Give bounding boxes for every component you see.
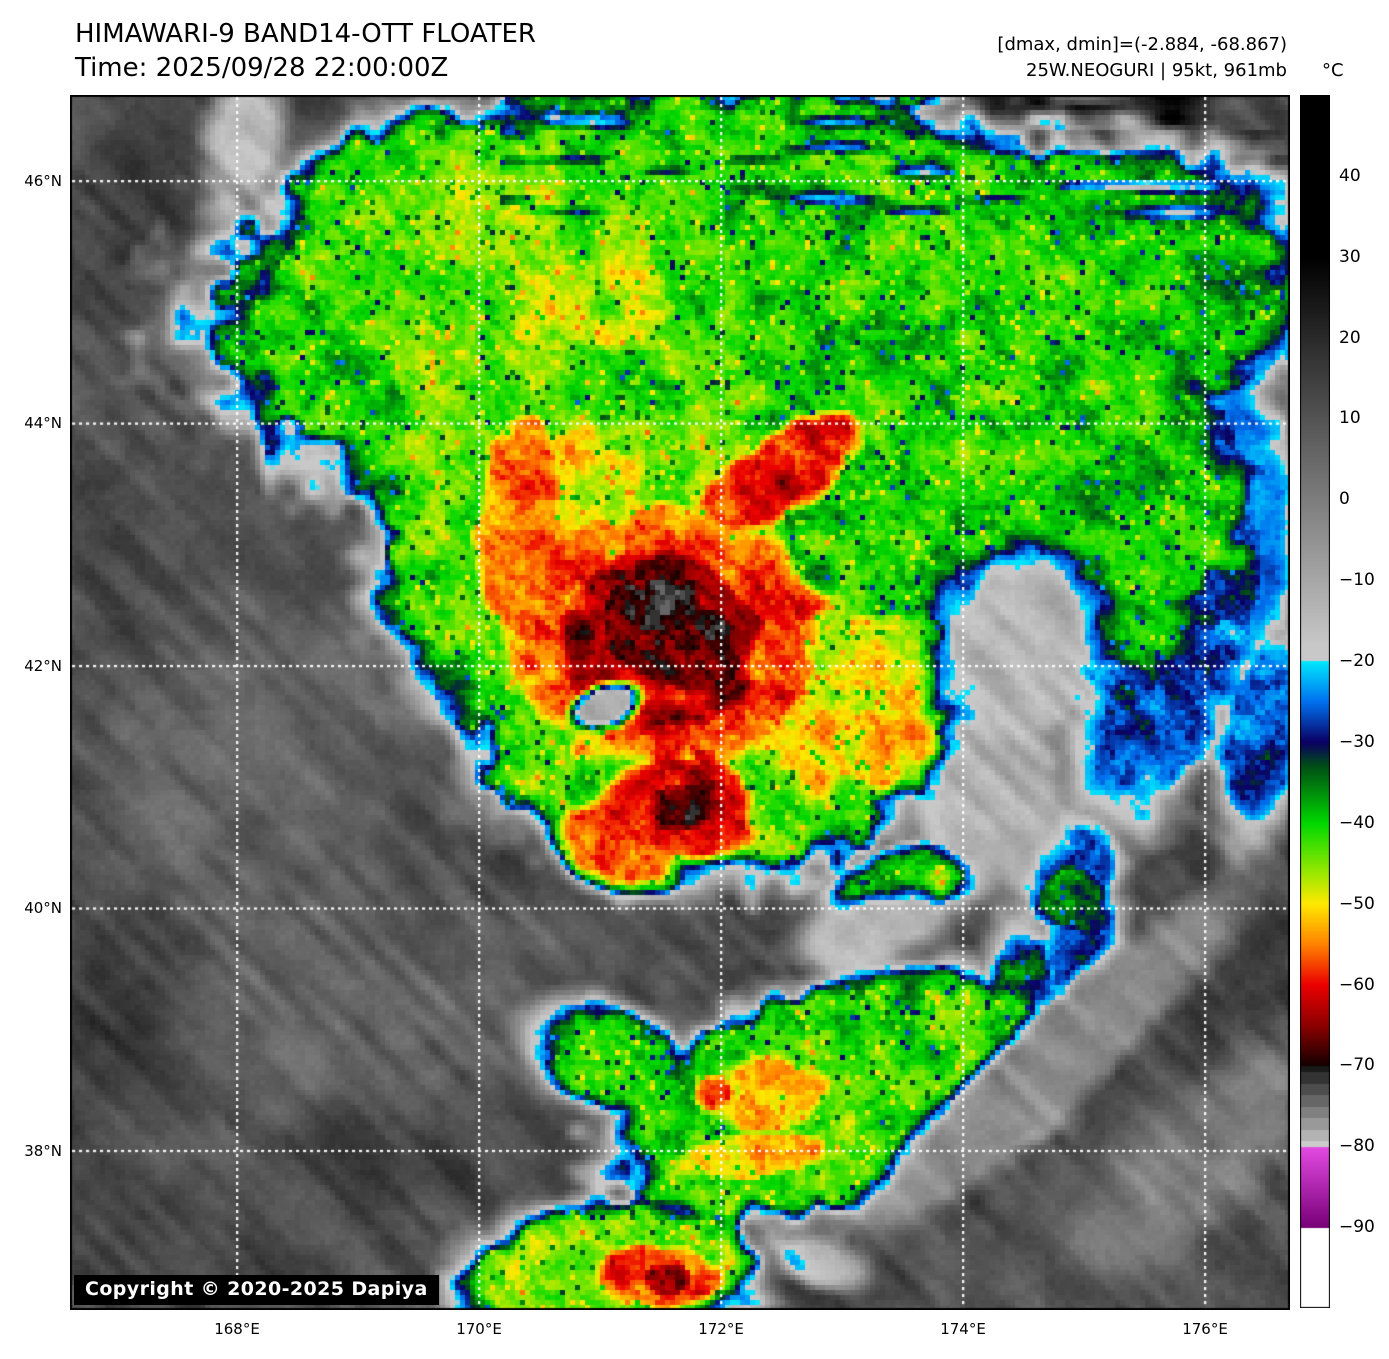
colorbar-canvas <box>1300 95 1330 1308</box>
colorbar-tick-label: −90 <box>1339 1217 1375 1238</box>
lat-tick-label: 42°N <box>24 656 62 675</box>
satellite-image-canvas <box>70 95 1290 1310</box>
colorbar-tick-label: −60 <box>1339 974 1375 995</box>
lat-tick-label: 40°N <box>24 899 62 918</box>
colorbar-tick-label: 10 <box>1339 408 1361 429</box>
colorbar-tick-label: −80 <box>1339 1136 1375 1157</box>
figure-time: Time: 2025/09/28 22:00:00Z <box>75 53 449 83</box>
lat-tick-label: 44°N <box>24 414 62 433</box>
lon-tick-label: 176°E <box>1182 1320 1228 1338</box>
colorbar-tick-label: −10 <box>1339 570 1375 591</box>
copyright-watermark: Copyright © 2020-2025 Dapiya <box>74 1275 439 1305</box>
lon-tick-label: 174°E <box>940 1320 986 1338</box>
colorbar-unit-label: °C <box>1322 60 1344 81</box>
colorbar-tick-label: −30 <box>1339 731 1375 752</box>
colorbar-tick-label: −20 <box>1339 651 1375 672</box>
colorbar-tick-label: −50 <box>1339 893 1375 914</box>
dmax-dmin-annotation: [dmax, dmin]=(-2.884, -68.867) <box>997 34 1287 55</box>
figure-title: HIMAWARI-9 BAND14-OTT FLOATER <box>75 19 536 49</box>
colorbar-tick-label: 30 <box>1339 246 1361 267</box>
lon-tick-label: 172°E <box>698 1320 744 1338</box>
colorbar-tick-label: −40 <box>1339 812 1375 833</box>
colorbar-tick-label: 40 <box>1339 165 1361 186</box>
storm-annotation: 25W.NEOGURI | 95kt, 961mb <box>1026 60 1287 81</box>
lat-tick-label: 38°N <box>24 1141 62 1160</box>
colorbar-tick-label: 20 <box>1339 327 1361 348</box>
map-panel <box>70 95 1290 1310</box>
lon-tick-label: 168°E <box>214 1320 260 1338</box>
lat-tick-label: 46°N <box>24 172 62 190</box>
colorbar-tick-label: 0 <box>1339 489 1350 510</box>
colorbar-tick-label: −70 <box>1339 1055 1375 1076</box>
lon-tick-label: 170°E <box>456 1320 502 1338</box>
annotation-block: [dmax, dmin]=(-2.884, -68.867) 25W.NEOGU… <box>997 32 1287 84</box>
